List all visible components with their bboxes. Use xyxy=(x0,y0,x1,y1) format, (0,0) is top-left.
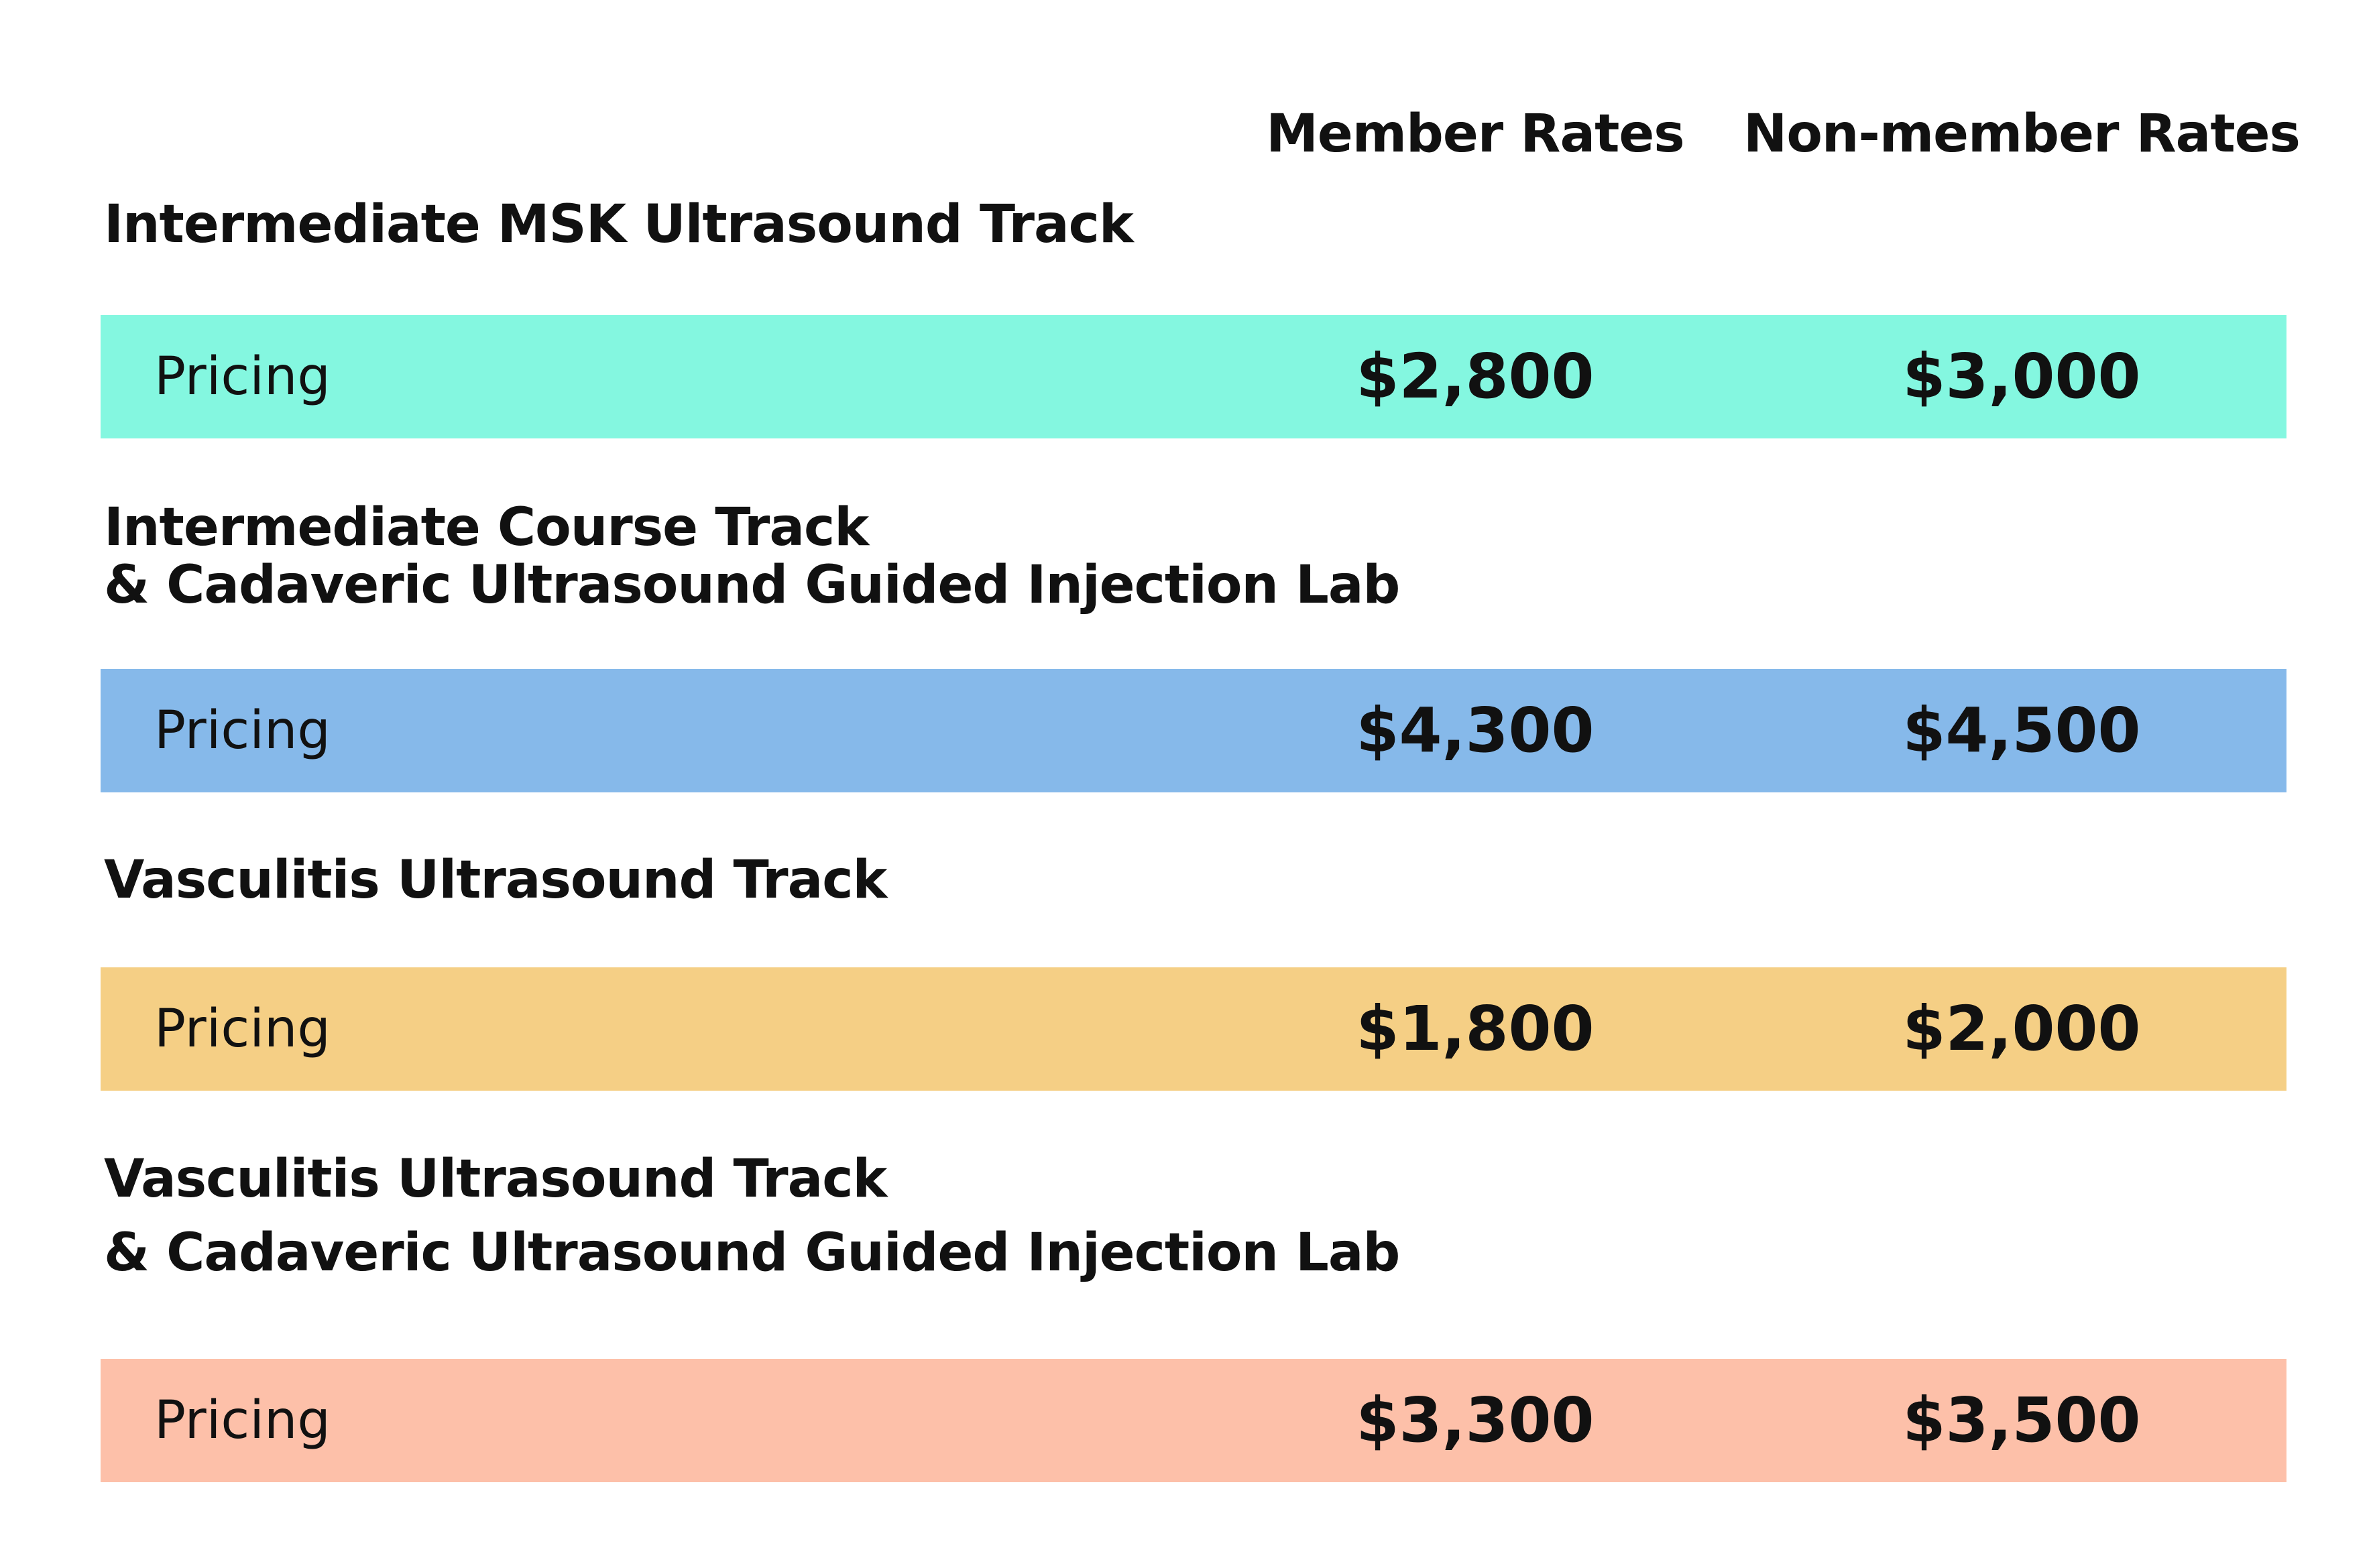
section-title-line: Intermediate MSK Ultrasound Track xyxy=(104,194,1134,255)
nonmember-price: $3,500 xyxy=(1902,1384,2141,1456)
section-title-line: Vasculitis Ultrasound Track xyxy=(104,1149,887,1209)
section-title-line: Intermediate Course Track xyxy=(104,497,869,558)
section-title: Intermediate Course Track & Cadaveric Ul… xyxy=(104,497,1400,615)
nonmember-price: $2,000 xyxy=(1902,993,2141,1065)
pricing-row: Pricing $2,800 $3,000 xyxy=(101,315,2286,438)
section-title: Vasculitis Ultrasound Track xyxy=(104,850,887,910)
pricing-label: Pricing xyxy=(154,701,331,761)
section-title-line: Vasculitis Ultrasound Track xyxy=(104,850,887,910)
nonmember-price: $3,000 xyxy=(1902,341,2141,412)
member-price: $1,800 xyxy=(1356,993,1595,1065)
pricing-row: Pricing $3,300 $3,500 xyxy=(101,1359,2286,1482)
section-title-line: & Cadaveric Ultrasound Guided Injection … xyxy=(104,555,1400,615)
pricing-row: Pricing $4,300 $4,500 xyxy=(101,669,2286,792)
pricing-row: Pricing $1,800 $2,000 xyxy=(101,967,2286,1091)
section-title: Vasculitis Ultrasound Track & Cadaveric … xyxy=(104,1149,1400,1283)
member-rates-header: Member Rates xyxy=(1266,104,1684,164)
nonmember-price: $4,500 xyxy=(1902,695,2141,766)
member-price: $4,300 xyxy=(1356,695,1595,766)
member-price: $3,300 xyxy=(1356,1384,1595,1456)
pricing-label: Pricing xyxy=(154,347,331,407)
pricing-label: Pricing xyxy=(154,999,331,1059)
section-title: Intermediate MSK Ultrasound Track xyxy=(104,194,1134,255)
nonmember-rates-header: Non-member Rates xyxy=(1743,104,2301,164)
section-title-line: & Cadaveric Ultrasound Guided Injection … xyxy=(104,1223,1400,1283)
member-price: $2,800 xyxy=(1356,341,1595,412)
pricing-label: Pricing xyxy=(154,1390,331,1451)
